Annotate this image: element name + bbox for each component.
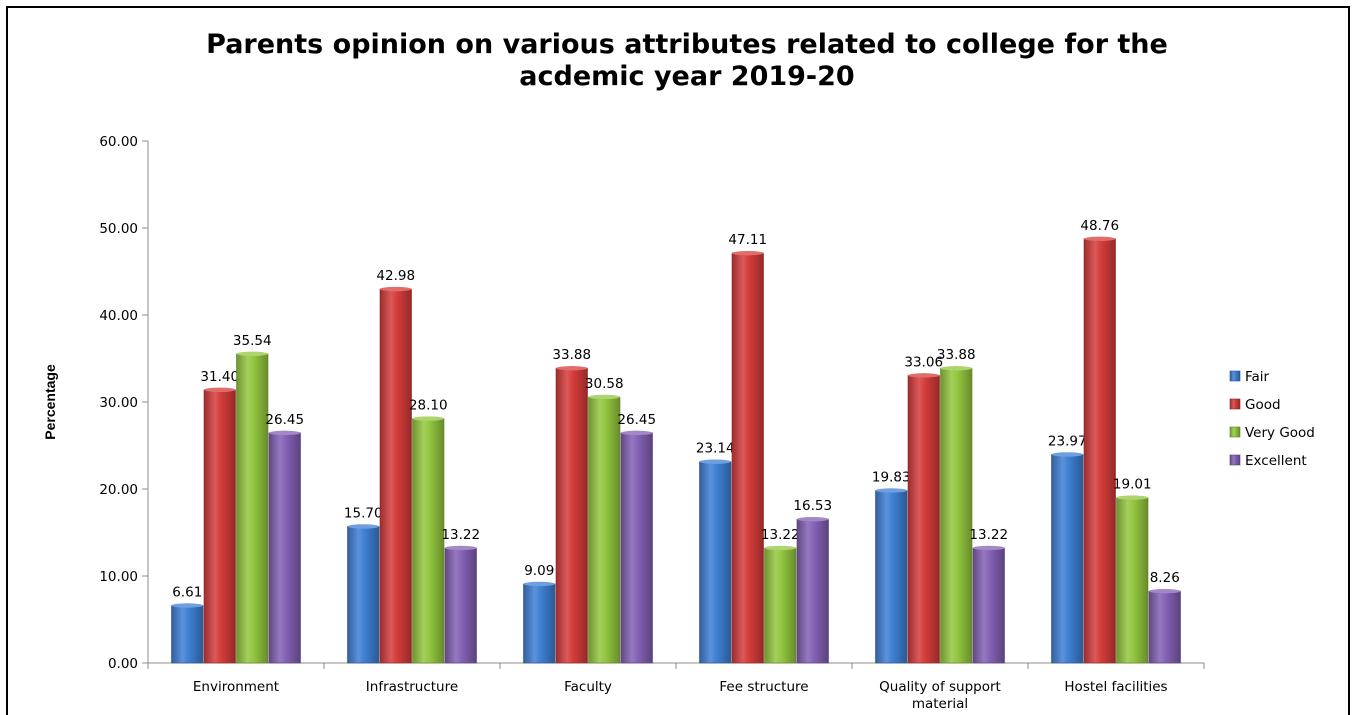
- data-label: 16.53: [793, 498, 832, 514]
- bar-very-good: [236, 353, 269, 664]
- bar-fair: [875, 490, 908, 664]
- bar-good: [203, 389, 236, 664]
- bar-top-cap: [621, 430, 653, 436]
- data-label: 8.26: [1150, 570, 1180, 586]
- chart-title-line: Parents opinion on various attributes re…: [206, 29, 1168, 60]
- bar-top-cap: [380, 286, 412, 292]
- bar-top-cap: [269, 430, 301, 436]
- bar-very-good: [412, 418, 445, 664]
- bar-top-cap: [699, 459, 731, 464]
- bar-good: [907, 375, 940, 664]
- legend-label: Fair: [1245, 369, 1270, 385]
- bar-top-cap: [1116, 495, 1148, 500]
- legend-swatch-good: [1229, 398, 1241, 410]
- bar-top-cap: [412, 416, 444, 421]
- x-category-label: Environment: [193, 679, 279, 695]
- bar-very-good: [588, 396, 621, 664]
- bar-good: [379, 288, 412, 664]
- data-label: 9.09: [524, 563, 554, 579]
- chart-frame: [6, 6, 1350, 715]
- bar-top-cap: [908, 373, 940, 378]
- legend-label: Good: [1245, 397, 1281, 413]
- bar-top-cap: [445, 545, 477, 551]
- bar-top-cap: [1051, 452, 1083, 457]
- y-tick-label: 50.00: [99, 221, 138, 237]
- legend-swatch-very-good: [1229, 426, 1241, 438]
- bar-top-cap: [797, 516, 829, 522]
- bar-top-cap: [347, 524, 379, 529]
- data-label: 42.98: [376, 268, 415, 284]
- legend-label: Very Good: [1245, 425, 1315, 441]
- y-tick-label: 30.00: [99, 395, 138, 411]
- x-category-label: Fee structure: [719, 679, 808, 695]
- data-label: 15.70: [344, 505, 383, 521]
- data-label: 47.11: [728, 232, 767, 248]
- data-label: 23.14: [696, 441, 735, 457]
- bar-excellent: [972, 547, 1005, 664]
- data-label: 13.22: [441, 527, 480, 543]
- data-label: 33.88: [552, 347, 591, 363]
- data-label: 26.45: [265, 412, 304, 428]
- data-label: 19.83: [872, 469, 911, 485]
- bar-fair: [523, 583, 556, 664]
- bar-fair: [1051, 454, 1084, 664]
- bar-top-cap: [171, 603, 203, 608]
- bar-top-cap: [588, 394, 620, 400]
- bar-top-cap: [764, 545, 796, 551]
- bar-top-cap: [556, 366, 588, 371]
- bar-excellent: [1148, 590, 1181, 664]
- bar-very-good: [1116, 497, 1149, 664]
- data-label: 13.22: [969, 527, 1008, 543]
- data-label: 23.97: [1048, 433, 1087, 449]
- bar-excellent: [796, 518, 829, 664]
- bar-excellent: [444, 547, 477, 664]
- bar-excellent: [268, 432, 301, 664]
- data-label: 6.61: [172, 584, 202, 600]
- legend-swatch-fair: [1229, 370, 1241, 382]
- data-label: 28.10: [409, 398, 448, 414]
- y-tick-label: 10.00: [99, 569, 138, 585]
- bar-good: [1083, 238, 1116, 664]
- data-label: 35.54: [233, 333, 272, 349]
- bar-top-cap: [523, 581, 555, 587]
- y-tick-label: 60.00: [99, 134, 138, 150]
- bar-very-good: [764, 547, 797, 664]
- bar-fair: [699, 461, 732, 664]
- x-category-label: Quality of support: [879, 679, 1001, 695]
- bar-top-cap: [732, 250, 764, 256]
- data-label: 13.22: [761, 527, 800, 543]
- legend-swatch-excellent: [1229, 454, 1241, 466]
- bar-excellent: [620, 432, 653, 664]
- bar-top-cap: [1084, 236, 1116, 241]
- data-label: 19.01: [1113, 477, 1152, 493]
- bar-top-cap: [940, 366, 972, 371]
- chart-title-line: acdemic year 2019-20: [519, 61, 854, 92]
- bar-good: [731, 252, 764, 664]
- y-tick-label: 20.00: [99, 482, 138, 498]
- bar-top-cap: [236, 351, 268, 357]
- x-category-label: Hostel facilities: [1064, 679, 1167, 695]
- y-tick-label: 0.00: [108, 656, 138, 672]
- bar-fair: [347, 526, 380, 664]
- x-category-label: material: [912, 696, 968, 712]
- x-category-label: Faculty: [564, 679, 612, 695]
- x-category-label: Infrastructure: [366, 679, 458, 695]
- data-label: 31.40: [200, 369, 239, 385]
- data-label: 30.58: [585, 376, 624, 392]
- data-label: 33.06: [904, 354, 943, 370]
- y-tick-label: 40.00: [99, 308, 138, 324]
- bar-good: [555, 367, 588, 664]
- data-label: 48.76: [1080, 218, 1119, 234]
- bar-top-cap: [204, 387, 236, 393]
- bar-very-good: [940, 367, 973, 664]
- bar-top-cap: [1149, 588, 1181, 594]
- y-axis-label: Percentage: [42, 364, 58, 440]
- bar-top-cap: [973, 545, 1005, 551]
- legend-label: Excellent: [1245, 453, 1307, 469]
- data-label: 33.88: [937, 347, 976, 363]
- bar-fair: [171, 605, 204, 664]
- data-label: 26.45: [617, 412, 656, 428]
- bar-top-cap: [875, 488, 907, 493]
